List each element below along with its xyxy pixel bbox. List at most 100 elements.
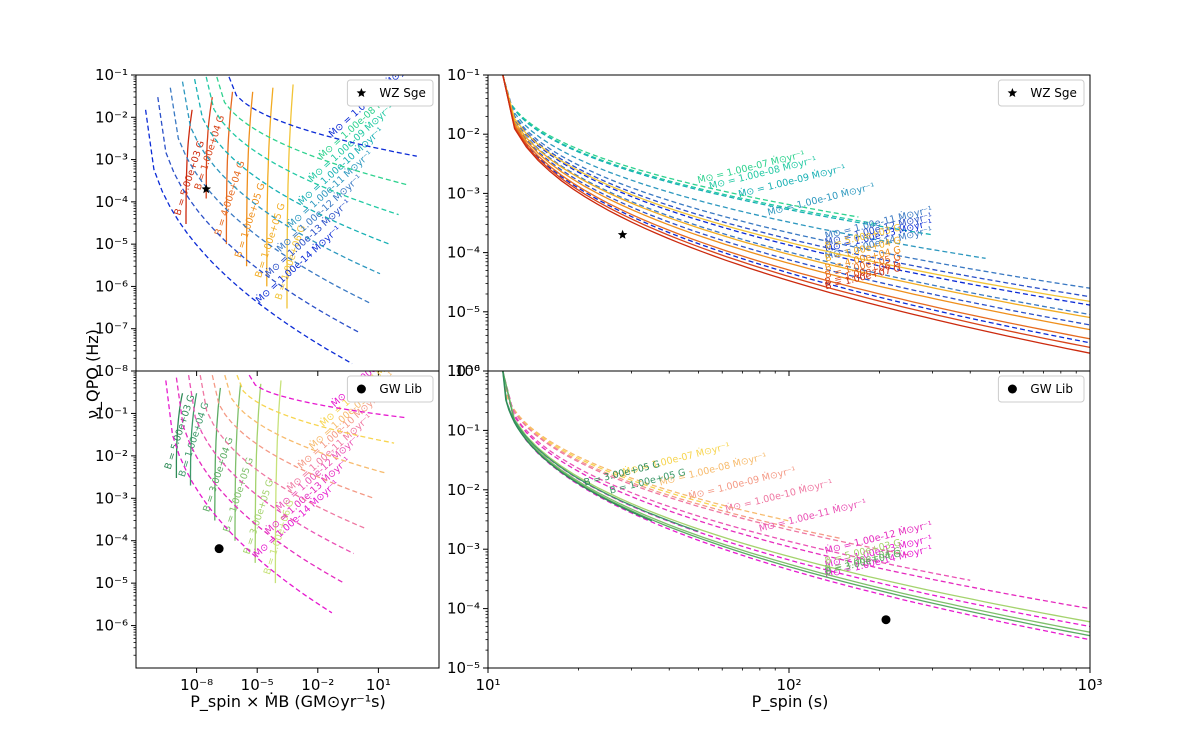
legend-star-icon xyxy=(356,88,367,97)
field-curve xyxy=(205,96,213,199)
x-tick-label: 10⁻⁸ xyxy=(180,676,213,694)
y-tick-label: 10⁻⁴ xyxy=(447,600,480,618)
y-tick-label: 10⁻⁴ xyxy=(447,244,480,262)
left-xlabel: P_spin × ṀB (GM⊙yr⁻¹s) xyxy=(190,692,386,712)
x-tick-label: 10¹ xyxy=(366,676,391,694)
field-curve xyxy=(502,371,1090,633)
field-curve xyxy=(502,371,1090,623)
field-curve xyxy=(502,371,1090,637)
field-curve xyxy=(234,383,242,541)
axes-frame xyxy=(135,370,440,669)
mdot-curve xyxy=(236,374,395,444)
field-curve xyxy=(502,371,653,522)
field-curve xyxy=(225,91,234,245)
circle-marker xyxy=(214,544,224,554)
mdot-curve xyxy=(502,75,986,259)
right-xlabel: P_spin (s) xyxy=(752,692,829,712)
field-curve xyxy=(502,75,1090,303)
circle-marker xyxy=(881,615,891,625)
x-tick-label: 10³ xyxy=(1077,676,1102,694)
mdot-curve xyxy=(502,75,859,218)
y-tick-label: 10⁻¹ xyxy=(447,66,480,84)
mdot-curve xyxy=(165,380,333,614)
mdot-curve xyxy=(502,371,723,509)
legend-star-icon xyxy=(1007,88,1018,97)
mdot-curve xyxy=(248,374,405,419)
legend-box xyxy=(997,79,1085,107)
mdot-curve xyxy=(502,371,1090,641)
mdot-curve xyxy=(502,371,1090,610)
y-tick-label: 10⁻² xyxy=(95,108,128,126)
mdot-curve xyxy=(216,76,409,186)
x-tick-label: 10¹ xyxy=(475,676,500,694)
y-tick-label: 10⁻⁴ xyxy=(95,193,128,211)
plot-area-wz_right: Ṁ⊙ = 1.00e-07 Ṁ⊙yr⁻¹Ṁ⊙ = 1.00e-08 Ṁ⊙yr⁻¹… xyxy=(502,75,1090,354)
legend-label: WZ Sge xyxy=(1030,86,1077,100)
field-curve xyxy=(502,371,699,532)
mdot-curve xyxy=(502,75,1090,289)
y-tick-label: 10⁻⁷ xyxy=(95,320,128,338)
y-tick-label: 10⁻⁴ xyxy=(95,532,128,550)
y-tick-label: 10⁻³ xyxy=(447,184,480,202)
mdot-curve xyxy=(502,371,790,522)
field-curve xyxy=(502,75,1090,331)
y-tick-label: 10⁻³ xyxy=(95,489,128,507)
y-tick-label: 10⁻⁵ xyxy=(95,574,128,592)
panel-wz_right: Ṁ⊙ = 1.00e-07 Ṁ⊙yr⁻¹Ṁ⊙ = 1.00e-08 Ṁ⊙yr⁻¹… xyxy=(447,66,1091,380)
panel-wz_left: B = 5.00e+03 GB = 1.00e+04 GB = 4.00e+04… xyxy=(95,66,440,380)
field-curve xyxy=(245,91,254,267)
mdot-curve xyxy=(193,78,390,245)
mdot-curve xyxy=(228,76,417,157)
mdot-curve xyxy=(502,75,933,236)
field-curve xyxy=(185,109,193,224)
panel-gw_right: Ṁ⊙ = 1.00e-07 Ṁ⊙yr⁻¹Ṁ⊙ = 1.00e-08 Ṁ⊙yr⁻¹… xyxy=(447,362,1103,694)
mdot-curve xyxy=(502,75,1090,344)
legend-label: GW Lib xyxy=(379,382,422,396)
y-tick-label: 10⁻⁶ xyxy=(447,362,480,380)
y-tick-label: 10⁻² xyxy=(447,481,480,499)
field-curve xyxy=(175,393,184,478)
y-tick-label: 10⁻¹ xyxy=(95,66,128,84)
field-curve xyxy=(502,75,1090,354)
mdot-curve xyxy=(502,75,1090,326)
legend-label: GW Lib xyxy=(1030,382,1073,396)
star-marker xyxy=(201,184,211,194)
mdot-curve xyxy=(224,374,385,474)
field-curve xyxy=(502,75,1090,349)
mdot-curve xyxy=(187,374,354,555)
legend-box xyxy=(346,79,434,107)
mdot-curve xyxy=(169,87,371,304)
mdot-curve xyxy=(199,374,365,529)
y-tick-label: 10⁻² xyxy=(95,447,128,465)
mdot-curve xyxy=(175,377,345,584)
mdot-curve xyxy=(144,109,353,365)
mdot-curve xyxy=(502,75,880,226)
mdot-curve xyxy=(205,76,399,216)
y-tick-label: 10⁻¹ xyxy=(447,421,480,439)
mdot-curve xyxy=(502,371,971,581)
legend-box xyxy=(346,375,434,403)
y-tick-label: 10⁻⁵ xyxy=(447,659,480,677)
x-tick-label: 10⁻⁵ xyxy=(241,676,274,694)
y-tick-label: 10⁻⁶ xyxy=(95,617,128,635)
mdot-curve xyxy=(502,371,1090,628)
plot-area-gw_left: B = 5.00e+03 GB = 1.00e+04 GB = 3.00e+04… xyxy=(163,371,419,614)
legend-circle-icon xyxy=(1007,384,1017,394)
y-tick-label: 10⁻⁵ xyxy=(447,303,480,321)
mdot-curve xyxy=(502,371,909,556)
y-tick-label: 10⁻² xyxy=(447,125,480,143)
field-curve xyxy=(254,383,262,563)
mdot-curve xyxy=(502,75,1090,316)
x-tick-label: 10⁻² xyxy=(301,676,334,694)
x-tick-label: 10² xyxy=(776,676,801,694)
mdot-curve xyxy=(502,371,843,540)
mdot-curve xyxy=(502,75,1090,298)
plot-area-gw_right: Ṁ⊙ = 1.00e-07 Ṁ⊙yr⁻¹Ṁ⊙ = 1.00e-08 Ṁ⊙yr⁻¹… xyxy=(502,371,1090,641)
field-curve xyxy=(266,87,274,287)
panel-gw_left: B = 5.00e+03 GB = 1.00e+04 GB = 3.00e+04… xyxy=(95,370,440,694)
mdot-curve xyxy=(157,97,361,334)
axes-frame xyxy=(487,74,1091,372)
y-tick-label: 10⁻⁶ xyxy=(95,277,128,295)
shared-ylabel: ν_QPO (Hz) xyxy=(83,329,103,419)
